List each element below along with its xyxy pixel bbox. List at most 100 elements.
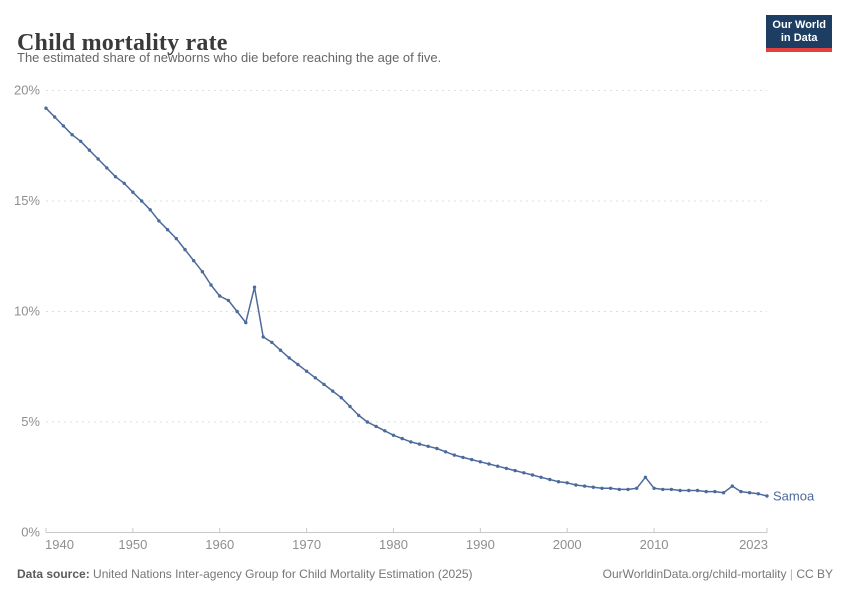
x-axis-label: 1940 xyxy=(45,537,74,552)
data-point[interactable] xyxy=(556,480,561,484)
data-point[interactable] xyxy=(131,190,135,194)
data-point[interactable] xyxy=(348,404,352,409)
data-point[interactable] xyxy=(574,483,578,487)
data-point[interactable] xyxy=(704,489,708,494)
data-point[interactable] xyxy=(522,471,526,475)
data-point[interactable] xyxy=(44,106,48,110)
data-point[interactable] xyxy=(721,491,726,495)
data-point[interactable] xyxy=(470,457,474,462)
data-point[interactable] xyxy=(157,219,161,223)
data-point[interactable] xyxy=(608,486,613,490)
data-point[interactable] xyxy=(487,462,491,466)
data-point[interactable] xyxy=(643,475,648,479)
x-axis-label: 1970 xyxy=(292,537,321,552)
data-point[interactable] xyxy=(661,487,665,492)
data-point[interactable] xyxy=(261,335,265,339)
data-point[interactable] xyxy=(539,475,543,479)
data-point[interactable] xyxy=(296,362,300,367)
data-point[interactable] xyxy=(278,348,283,352)
data-point[interactable] xyxy=(383,429,387,433)
data-point[interactable] xyxy=(139,199,144,203)
y-axis-label: 15% xyxy=(14,193,40,208)
x-axis-label: 2000 xyxy=(553,537,582,552)
data-point[interactable] xyxy=(374,424,378,429)
data-point[interactable] xyxy=(235,309,239,314)
data-point[interactable] xyxy=(322,382,326,387)
data-point[interactable] xyxy=(765,494,769,498)
data-point[interactable] xyxy=(174,236,178,241)
data-point[interactable] xyxy=(192,259,196,263)
data-point[interactable] xyxy=(443,450,448,454)
owid-logo[interactable]: Our World in Data xyxy=(766,15,832,52)
data-point[interactable] xyxy=(365,420,370,424)
data-point[interactable] xyxy=(548,477,552,482)
data-point[interactable] xyxy=(565,481,569,485)
data-point[interactable] xyxy=(96,157,100,161)
data-point[interactable] xyxy=(200,270,205,274)
data-point[interactable] xyxy=(635,486,639,490)
data-point[interactable] xyxy=(226,298,231,303)
data-point[interactable] xyxy=(461,455,465,460)
y-axis-label: 0% xyxy=(21,525,40,540)
data-point[interactable] xyxy=(70,133,74,137)
data-point[interactable] xyxy=(678,488,682,493)
data-point[interactable] xyxy=(652,486,656,490)
data-point[interactable] xyxy=(400,436,404,441)
data-point[interactable] xyxy=(331,389,335,393)
x-axis-label: 1960 xyxy=(205,537,234,552)
data-point[interactable] xyxy=(183,247,187,252)
owid-logo-line2: in Data xyxy=(780,32,818,44)
data-point[interactable] xyxy=(391,433,396,437)
license-label: CC BY xyxy=(796,567,833,581)
data-point[interactable] xyxy=(739,489,743,494)
data-point[interactable] xyxy=(252,285,257,289)
footer-right: OurWorldinData.org/child-mortality | CC … xyxy=(603,567,833,581)
data-point[interactable] xyxy=(617,487,621,492)
data-point[interactable] xyxy=(244,320,248,325)
data-point[interactable] xyxy=(669,487,674,492)
data-point[interactable] xyxy=(122,181,126,185)
data-point[interactable] xyxy=(530,473,535,477)
x-axis-label: 2010 xyxy=(640,537,669,552)
data-point[interactable] xyxy=(270,340,274,345)
data-point[interactable] xyxy=(513,468,517,473)
data-point[interactable] xyxy=(417,442,422,446)
data-point[interactable] xyxy=(504,466,509,471)
data-point[interactable] xyxy=(582,484,587,488)
data-point[interactable] xyxy=(695,488,700,493)
owid-url-link[interactable]: OurWorldinData.org/child-mortality xyxy=(602,567,787,581)
series-label-samoa[interactable]: Samoa xyxy=(773,489,815,504)
data-point[interactable] xyxy=(600,486,604,490)
data-point[interactable] xyxy=(313,376,317,380)
data-point[interactable] xyxy=(435,446,439,451)
data-point[interactable] xyxy=(148,208,152,212)
data-point[interactable] xyxy=(591,485,595,489)
data-point[interactable] xyxy=(61,124,66,128)
y-axis-label: 10% xyxy=(14,304,40,319)
data-point[interactable] xyxy=(756,492,760,496)
data-point[interactable] xyxy=(626,487,630,492)
data-point[interactable] xyxy=(747,491,752,495)
data-point[interactable] xyxy=(165,228,170,232)
data-point[interactable] xyxy=(730,484,734,488)
data-point[interactable] xyxy=(496,464,500,468)
data-point[interactable] xyxy=(409,440,413,444)
data-point[interactable] xyxy=(478,460,482,464)
data-point[interactable] xyxy=(53,115,57,119)
data-point[interactable] xyxy=(339,396,343,400)
data-line-samoa[interactable] xyxy=(45,107,768,497)
data-point[interactable] xyxy=(287,356,291,360)
data-point[interactable] xyxy=(452,453,456,457)
data-point[interactable] xyxy=(218,294,222,298)
data-point[interactable] xyxy=(304,369,309,373)
data-point[interactable] xyxy=(426,444,430,448)
data-point[interactable] xyxy=(87,148,92,152)
data-point[interactable] xyxy=(687,488,691,493)
data-point[interactable] xyxy=(209,283,213,287)
data-point[interactable] xyxy=(113,175,118,179)
data-point[interactable] xyxy=(105,166,109,170)
data-point[interactable] xyxy=(79,139,83,143)
data-point[interactable] xyxy=(713,489,717,494)
data-source-text: United Nations Inter-agency Group for Ch… xyxy=(93,567,473,581)
data-point[interactable] xyxy=(357,413,361,418)
